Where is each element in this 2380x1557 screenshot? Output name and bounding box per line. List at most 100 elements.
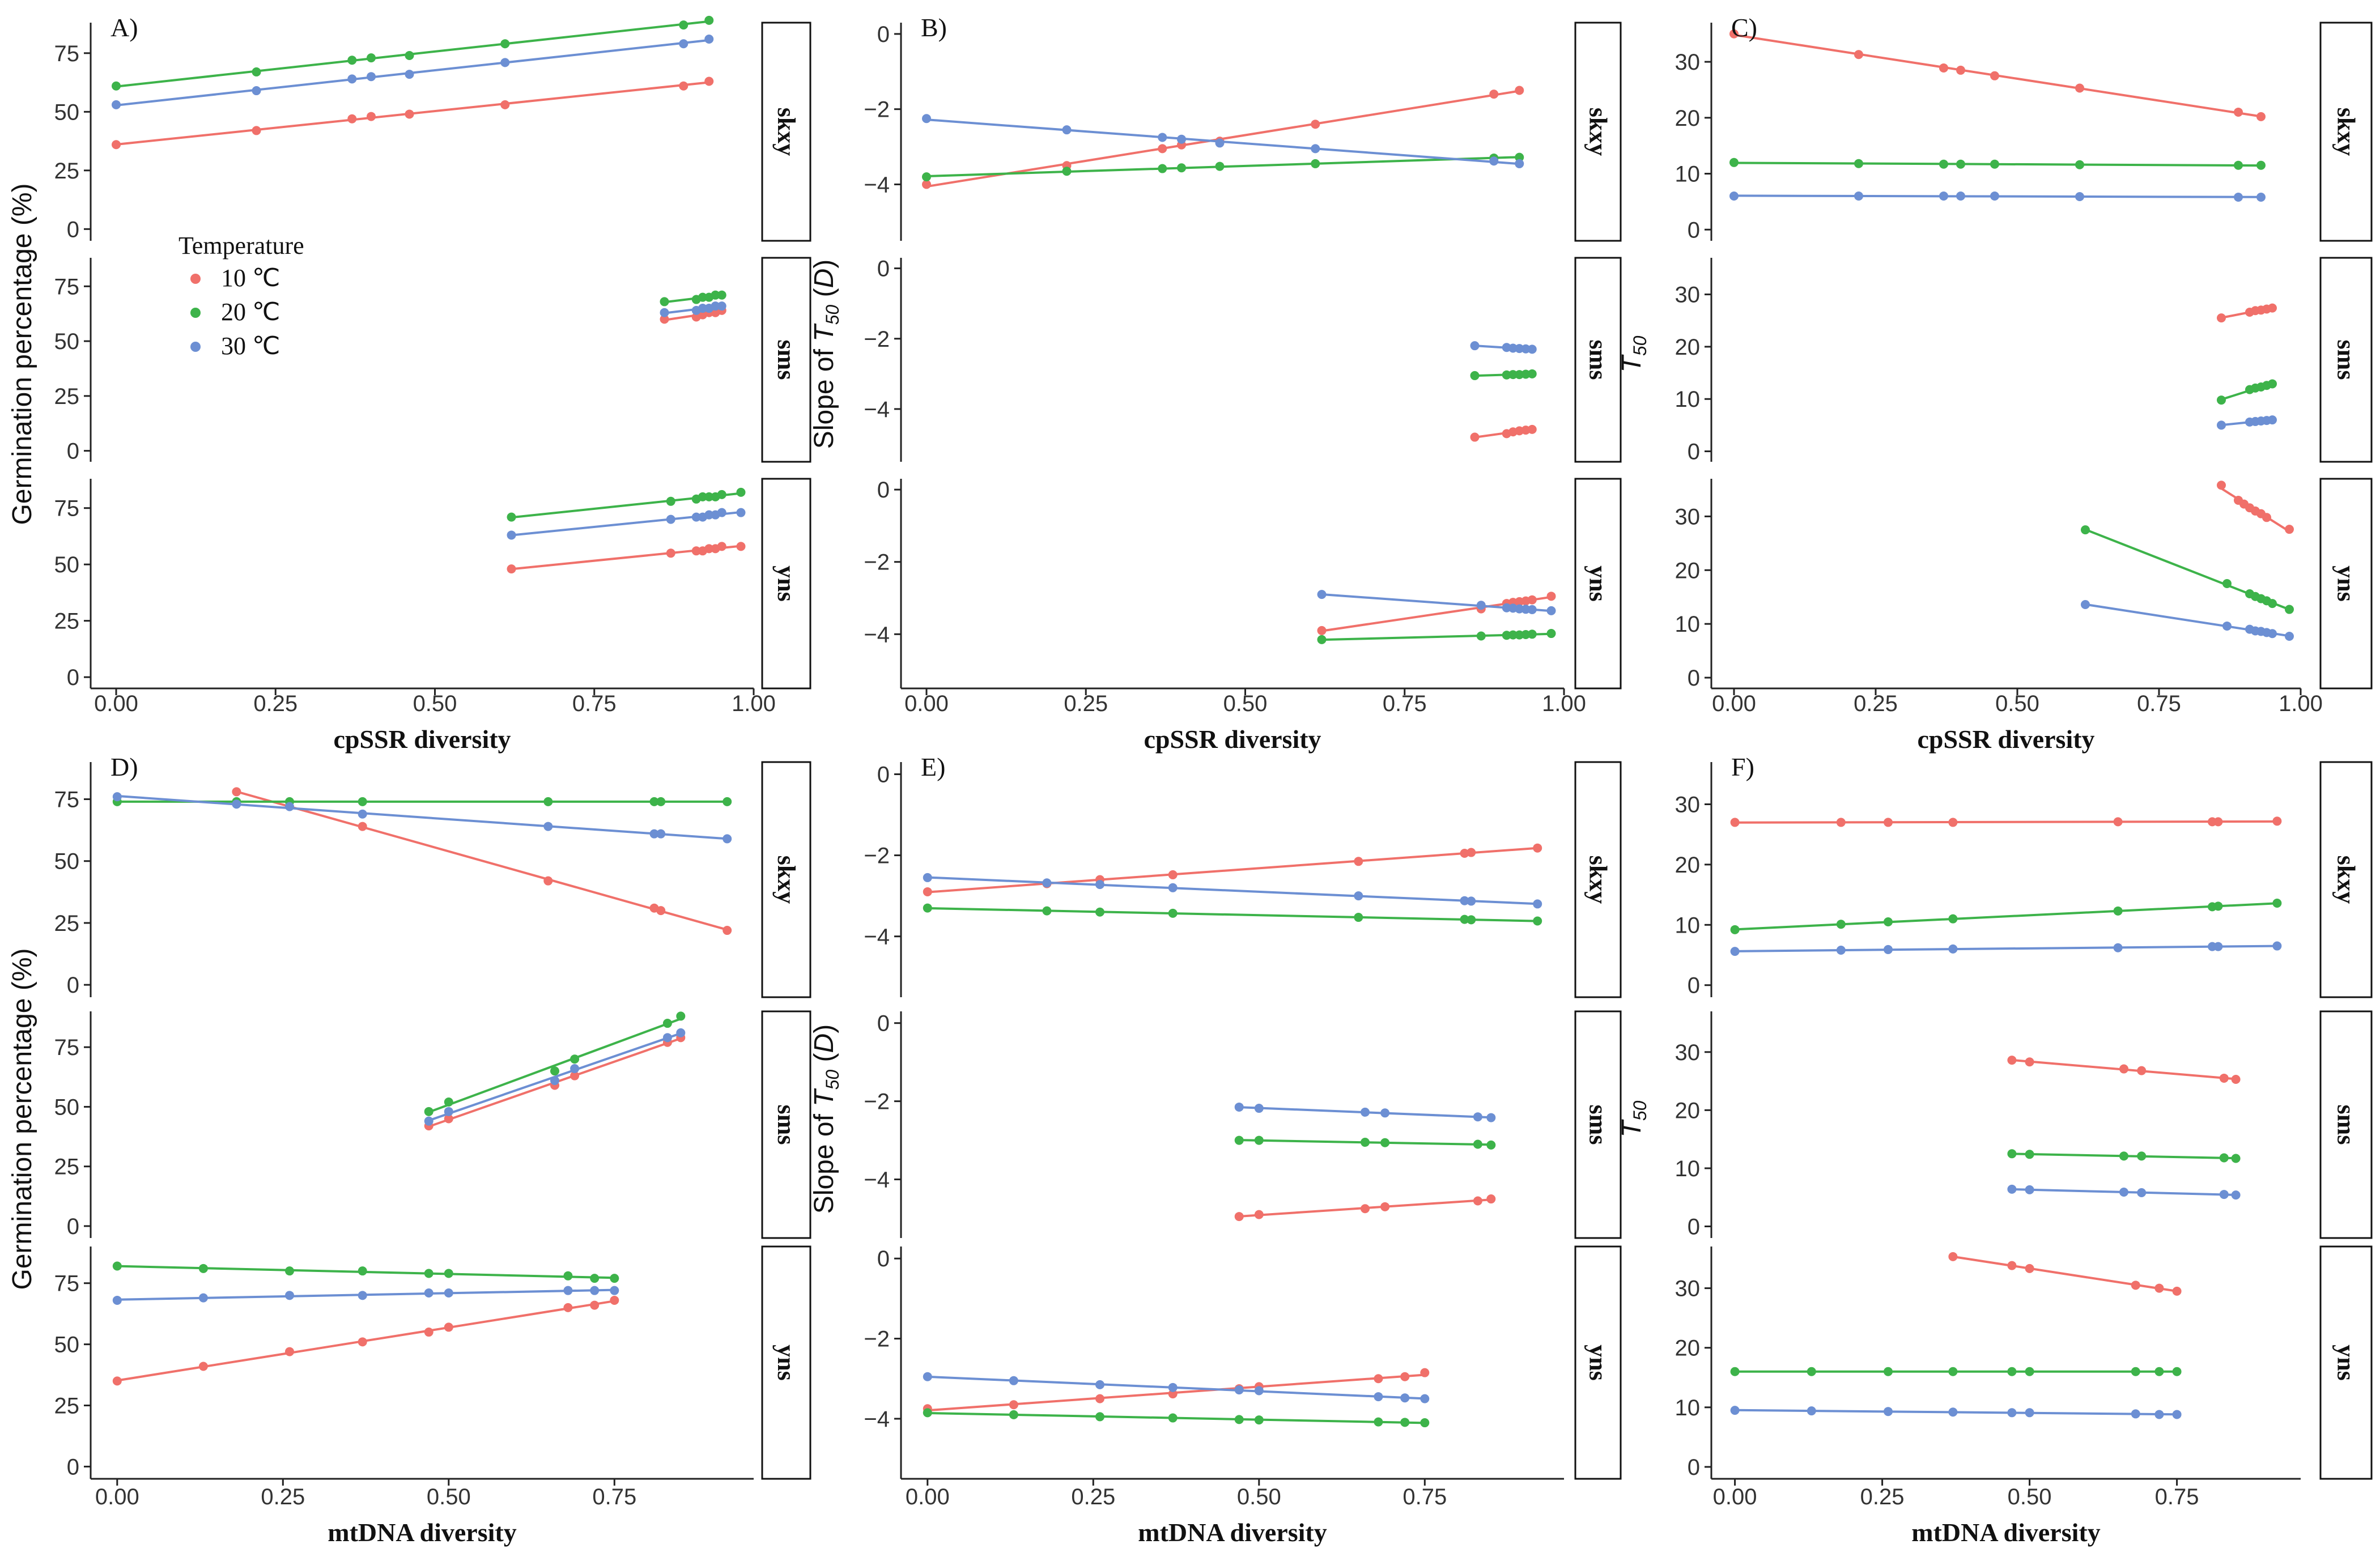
- panel-b: 0 −2 −4 skxy 0 −2 −4 sms 0 −2 −4 yns 0.00 0.25 0.50 0.7…: [809, 13, 1622, 754]
- facet-strip: [761, 22, 811, 242]
- y-tick-label: −4: [864, 397, 890, 422]
- y-tick-label: 50: [54, 329, 80, 354]
- data-point: [2262, 513, 2271, 522]
- y-tick-label: 10: [1675, 913, 1701, 938]
- data-point: [1533, 899, 1542, 909]
- data-point: [1515, 159, 1524, 168]
- facet-strip-label: yns: [1584, 1345, 1612, 1381]
- series-20c: [1730, 899, 2282, 934]
- panel-e: 0 −2 −4 skxy 0 −2 −4 sms 0 −2 −4 yns 0.00 0.25 0.50 0.7…: [809, 752, 1622, 1547]
- data-point: [1215, 161, 1225, 171]
- data-point: [1400, 1372, 1410, 1381]
- fit-line: [236, 790, 728, 931]
- facet-skxy: 0 25 50 75 skxy: [54, 15, 811, 242]
- data-point: [1508, 630, 1518, 640]
- facet-strip-label: skxy: [2332, 108, 2360, 156]
- data-point: [923, 887, 932, 896]
- series-10c: [507, 542, 746, 574]
- series-20c: [923, 903, 1542, 926]
- data-point: [1476, 631, 1486, 641]
- series-20c: [1730, 1367, 2182, 1376]
- data-point: [2285, 605, 2294, 614]
- data-point: [444, 1322, 453, 1332]
- series-30c: [424, 1028, 686, 1126]
- series-10c: [1730, 816, 2282, 827]
- y-tick-label: 0: [1688, 1214, 1700, 1239]
- facet-plot-area: [1711, 23, 2301, 241]
- data-point: [367, 72, 376, 82]
- y-tick-label: 10: [1675, 1156, 1701, 1181]
- facet-strip: [2319, 1245, 2373, 1480]
- data-point: [2119, 1151, 2128, 1161]
- data-point: [543, 822, 553, 831]
- y-tick-label: 20: [1675, 558, 1701, 583]
- series-20c: [2081, 525, 2294, 614]
- data-point: [679, 20, 688, 30]
- data-point: [1956, 192, 1965, 201]
- data-point: [424, 1269, 434, 1278]
- facet-strip-label: sms: [2332, 1105, 2360, 1145]
- data-point: [112, 81, 121, 91]
- data-point: [2007, 1408, 2017, 1418]
- data-point: [704, 510, 714, 520]
- facet-skxy: 0 10 20 30 skxy: [1675, 22, 2373, 243]
- data-point: [1948, 818, 1958, 827]
- data-point: [2231, 1190, 2241, 1200]
- data-point: [285, 802, 294, 811]
- data-point: [1473, 1112, 1482, 1122]
- data-point: [1939, 192, 1948, 201]
- data-point: [1380, 1108, 1390, 1118]
- y-tick-label: −4: [864, 925, 890, 950]
- data-point: [1533, 916, 1542, 926]
- series-30c: [1729, 192, 2266, 202]
- data-point: [367, 53, 376, 63]
- series-30c: [112, 34, 714, 109]
- y-tick-label: 0: [1688, 666, 1700, 691]
- data-point: [1729, 29, 1739, 39]
- data-point: [252, 86, 261, 96]
- data-point: [2256, 193, 2266, 202]
- y-tick-label: 0: [67, 973, 79, 998]
- data-point: [358, 797, 367, 806]
- data-point: [922, 172, 931, 182]
- facet-strip: [1574, 761, 1622, 998]
- series-30c: [1317, 590, 1556, 615]
- data-point: [2025, 1150, 2034, 1159]
- series-30c: [2217, 415, 2277, 430]
- data-point: [1527, 344, 1537, 354]
- data-point: [1234, 1415, 1244, 1424]
- data-point: [1884, 818, 1893, 827]
- data-point: [691, 512, 701, 522]
- data-point: [1215, 138, 1225, 148]
- y-tick-label: 50: [54, 1333, 80, 1358]
- data-point: [2219, 1190, 2229, 1199]
- data-point: [2213, 901, 2223, 911]
- data-point: [1400, 1393, 1410, 1403]
- data-point: [922, 114, 931, 124]
- data-point: [1234, 1135, 1244, 1145]
- data-point: [1730, 1367, 1740, 1376]
- data-point: [2222, 579, 2232, 588]
- y-tick-label: 0: [67, 1214, 79, 1239]
- y-tick-label: 20: [1675, 1336, 1701, 1361]
- series-30c: [1730, 1406, 2182, 1419]
- data-point: [507, 512, 516, 522]
- data-point: [1884, 917, 1893, 926]
- y-tick-label: −2: [864, 97, 890, 122]
- x-tick-label: 0.50: [2008, 1484, 2052, 1509]
- data-point: [590, 1300, 600, 1310]
- data-point: [570, 1071, 580, 1080]
- facet-yns: 0 25 50 75 yns 0.00 0.25 0.50 0.75: [54, 1245, 811, 1509]
- data-point: [1836, 818, 1846, 827]
- data-point: [2256, 112, 2266, 121]
- data-point: [590, 1274, 600, 1283]
- data-point: [543, 797, 553, 806]
- data-point: [691, 546, 701, 556]
- y-tick-label: 30: [1675, 504, 1701, 529]
- facet-strip: [1574, 22, 1622, 242]
- data-point: [1317, 635, 1327, 644]
- y-tick-label: −4: [864, 622, 890, 647]
- x-tick-label: 0.25: [261, 1484, 305, 1509]
- data-point: [500, 39, 510, 49]
- y-tick-label: 75: [54, 41, 80, 66]
